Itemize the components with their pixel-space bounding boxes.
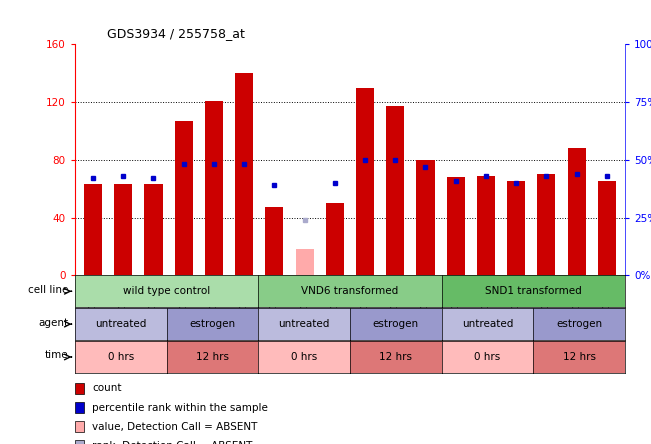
Bar [75, 421, 84, 432]
Bar [507, 182, 525, 275]
Text: value, Detection Call = ABSENT: value, Detection Call = ABSENT [92, 422, 257, 432]
Text: 12 hrs: 12 hrs [562, 352, 596, 362]
Bar [356, 88, 374, 275]
Bar [75, 440, 84, 444]
Bar [537, 174, 555, 275]
Text: estrogen: estrogen [372, 319, 419, 329]
Text: GDS3934 / 255758_at: GDS3934 / 255758_at [107, 27, 245, 40]
Text: percentile rank within the sample: percentile rank within the sample [92, 403, 268, 412]
Bar [477, 176, 495, 275]
Bar [205, 101, 223, 275]
Text: count: count [92, 384, 122, 393]
Text: estrogen: estrogen [556, 319, 602, 329]
Bar [417, 160, 434, 275]
Bar [265, 207, 283, 275]
Bar [174, 121, 193, 275]
Bar [75, 383, 84, 394]
Text: 0 hrs: 0 hrs [107, 352, 134, 362]
Bar [447, 177, 465, 275]
Text: rank, Detection Call = ABSENT: rank, Detection Call = ABSENT [92, 441, 253, 444]
Text: untreated: untreated [279, 319, 330, 329]
Text: agent: agent [38, 317, 68, 328]
Text: estrogen: estrogen [189, 319, 236, 329]
Text: 12 hrs: 12 hrs [196, 352, 229, 362]
Text: 0 hrs: 0 hrs [475, 352, 501, 362]
Bar [235, 73, 253, 275]
Text: untreated: untreated [95, 319, 146, 329]
Bar [296, 250, 314, 275]
Bar [386, 107, 404, 275]
Bar [75, 402, 84, 413]
Bar [568, 148, 586, 275]
Bar [84, 184, 102, 275]
Bar [326, 203, 344, 275]
Bar [114, 184, 132, 275]
Text: untreated: untreated [462, 319, 513, 329]
Text: VND6 transformed: VND6 transformed [301, 286, 398, 296]
Text: wild type control: wild type control [123, 286, 210, 296]
Text: cell line: cell line [27, 285, 68, 295]
Bar [598, 182, 616, 275]
Text: SND1 transformed: SND1 transformed [485, 286, 581, 296]
Bar [145, 184, 163, 275]
Text: time: time [44, 350, 68, 361]
Text: 0 hrs: 0 hrs [291, 352, 317, 362]
Text: 12 hrs: 12 hrs [380, 352, 412, 362]
